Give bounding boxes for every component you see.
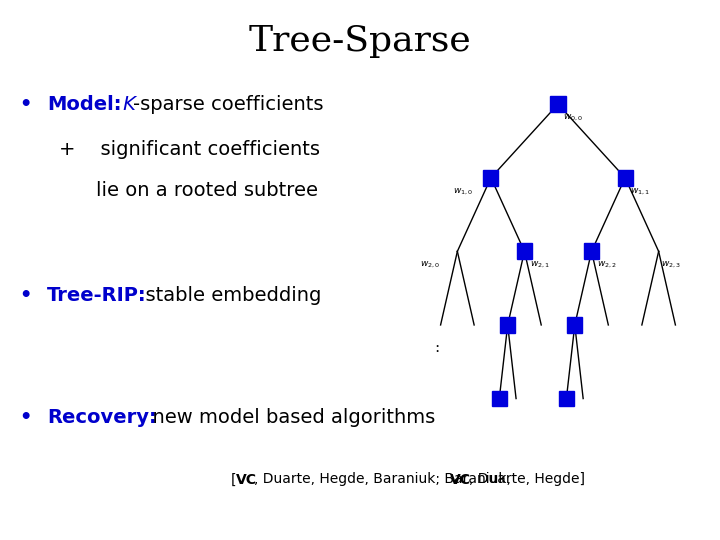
Text: -sparse coefficients: -sparse coefficients xyxy=(133,94,324,113)
Text: :: : xyxy=(435,341,440,355)
Bar xyxy=(584,244,599,259)
Text: new model based algorithms: new model based algorithms xyxy=(140,408,436,427)
Bar xyxy=(618,170,633,186)
Text: stable embedding: stable embedding xyxy=(133,286,322,305)
Text: $w_{2,0}$: $w_{2,0}$ xyxy=(420,260,440,270)
Text: $w_{2,1}$: $w_{2,1}$ xyxy=(530,260,550,270)
Text: Model:: Model: xyxy=(47,94,121,113)
Text: Tree-Sparse: Tree-Sparse xyxy=(248,24,472,58)
Text: K: K xyxy=(113,94,136,113)
Text: •: • xyxy=(19,286,32,305)
Text: [: [ xyxy=(230,472,236,487)
Text: +    significant coefficients: + significant coefficients xyxy=(59,140,320,159)
Text: lie on a rooted subtree: lie on a rooted subtree xyxy=(96,181,318,200)
Text: $w_{1,0}$: $w_{1,0}$ xyxy=(454,186,474,197)
Text: $w_{2,3}$: $w_{2,3}$ xyxy=(661,260,681,270)
Text: $w_{2,2}$: $w_{2,2}$ xyxy=(597,260,617,270)
Bar xyxy=(500,317,516,333)
Text: $w_{1,1}$: $w_{1,1}$ xyxy=(631,186,651,197)
Bar xyxy=(517,244,532,259)
Bar xyxy=(559,390,574,407)
Text: , Duarte, Hegde, Baraniuk; Baraniuk,: , Duarte, Hegde, Baraniuk; Baraniuk, xyxy=(254,472,516,487)
Text: $w_{0,0}$: $w_{0,0}$ xyxy=(563,113,584,123)
Bar xyxy=(492,390,507,407)
Text: •: • xyxy=(19,94,32,113)
Text: •: • xyxy=(19,408,32,427)
Text: , Duarte, Hegde]: , Duarte, Hegde] xyxy=(469,472,585,487)
Bar xyxy=(551,96,565,112)
Text: Recovery:: Recovery: xyxy=(47,408,156,427)
Text: Tree-RIP:: Tree-RIP: xyxy=(47,286,146,305)
Bar xyxy=(567,317,582,333)
Text: VC: VC xyxy=(450,472,471,487)
Text: VC: VC xyxy=(235,472,256,487)
Bar xyxy=(483,170,498,186)
